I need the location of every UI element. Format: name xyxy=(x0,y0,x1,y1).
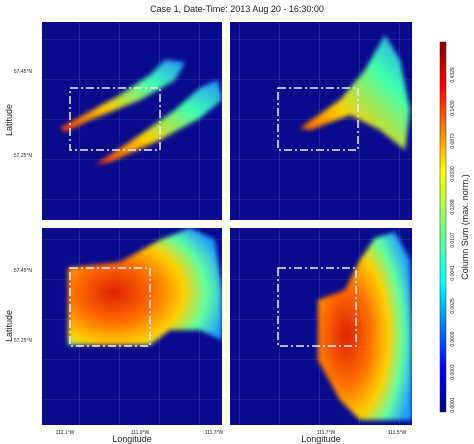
colorbar-tick-label: 0.4329 xyxy=(450,67,456,83)
colorbar-tick-label: 0.0107 xyxy=(450,232,456,248)
y-axis-label: Latitude xyxy=(4,310,14,342)
colorbar-tick-label: 0.0009 xyxy=(450,331,456,347)
colorbar-tick-label: 0.0330 xyxy=(450,166,456,182)
panel xyxy=(230,228,412,425)
colorbar-tick-label: 0.0001 xyxy=(450,397,456,413)
y-tick-label: 57.45°N xyxy=(14,69,33,75)
panel xyxy=(42,228,222,425)
x-tick-label: 111.5°W xyxy=(388,430,407,436)
colorbar-ticks: 0.4329 0.1439 0.0873 0.0330 0.0288 0.0107 0.00… xyxy=(450,67,456,413)
x-tick-label: 111.9°W xyxy=(131,430,150,436)
x-tick-label: 111.7°W xyxy=(205,430,224,436)
y-axis-label: Latitude xyxy=(4,104,14,136)
colorbar-tick-label: 0.0025 xyxy=(450,298,456,314)
colorbar-tick-label: 0.1439 xyxy=(450,100,456,116)
colorbar-tick-label: 0.0873 xyxy=(450,133,456,149)
x-tick-label: 112.1°W xyxy=(56,430,75,436)
x-axis-label: Longitude xyxy=(301,434,341,444)
colorbar-tick-label: 0.0041 xyxy=(450,265,456,281)
colorbar-tick-label: 0.0003 xyxy=(450,364,456,380)
panel xyxy=(230,22,412,220)
panel xyxy=(42,22,222,220)
x-axis-label: Longitude xyxy=(112,434,152,444)
y-tick-label: 57.45°N xyxy=(14,268,33,274)
title: Case 1, Date-Time: 2013 Aug 20 - 16:30:0… xyxy=(150,4,324,14)
x-tick-label: 111.7°W xyxy=(317,430,336,436)
colorbar-tick-label: 0.0288 xyxy=(450,199,456,215)
colorbar xyxy=(439,41,447,413)
colorbar-label: Column Sum (max. norm.) xyxy=(460,174,470,280)
y-tick-label: 57.25°N xyxy=(14,153,33,159)
y-tick-label: 57.25°N xyxy=(14,338,33,344)
